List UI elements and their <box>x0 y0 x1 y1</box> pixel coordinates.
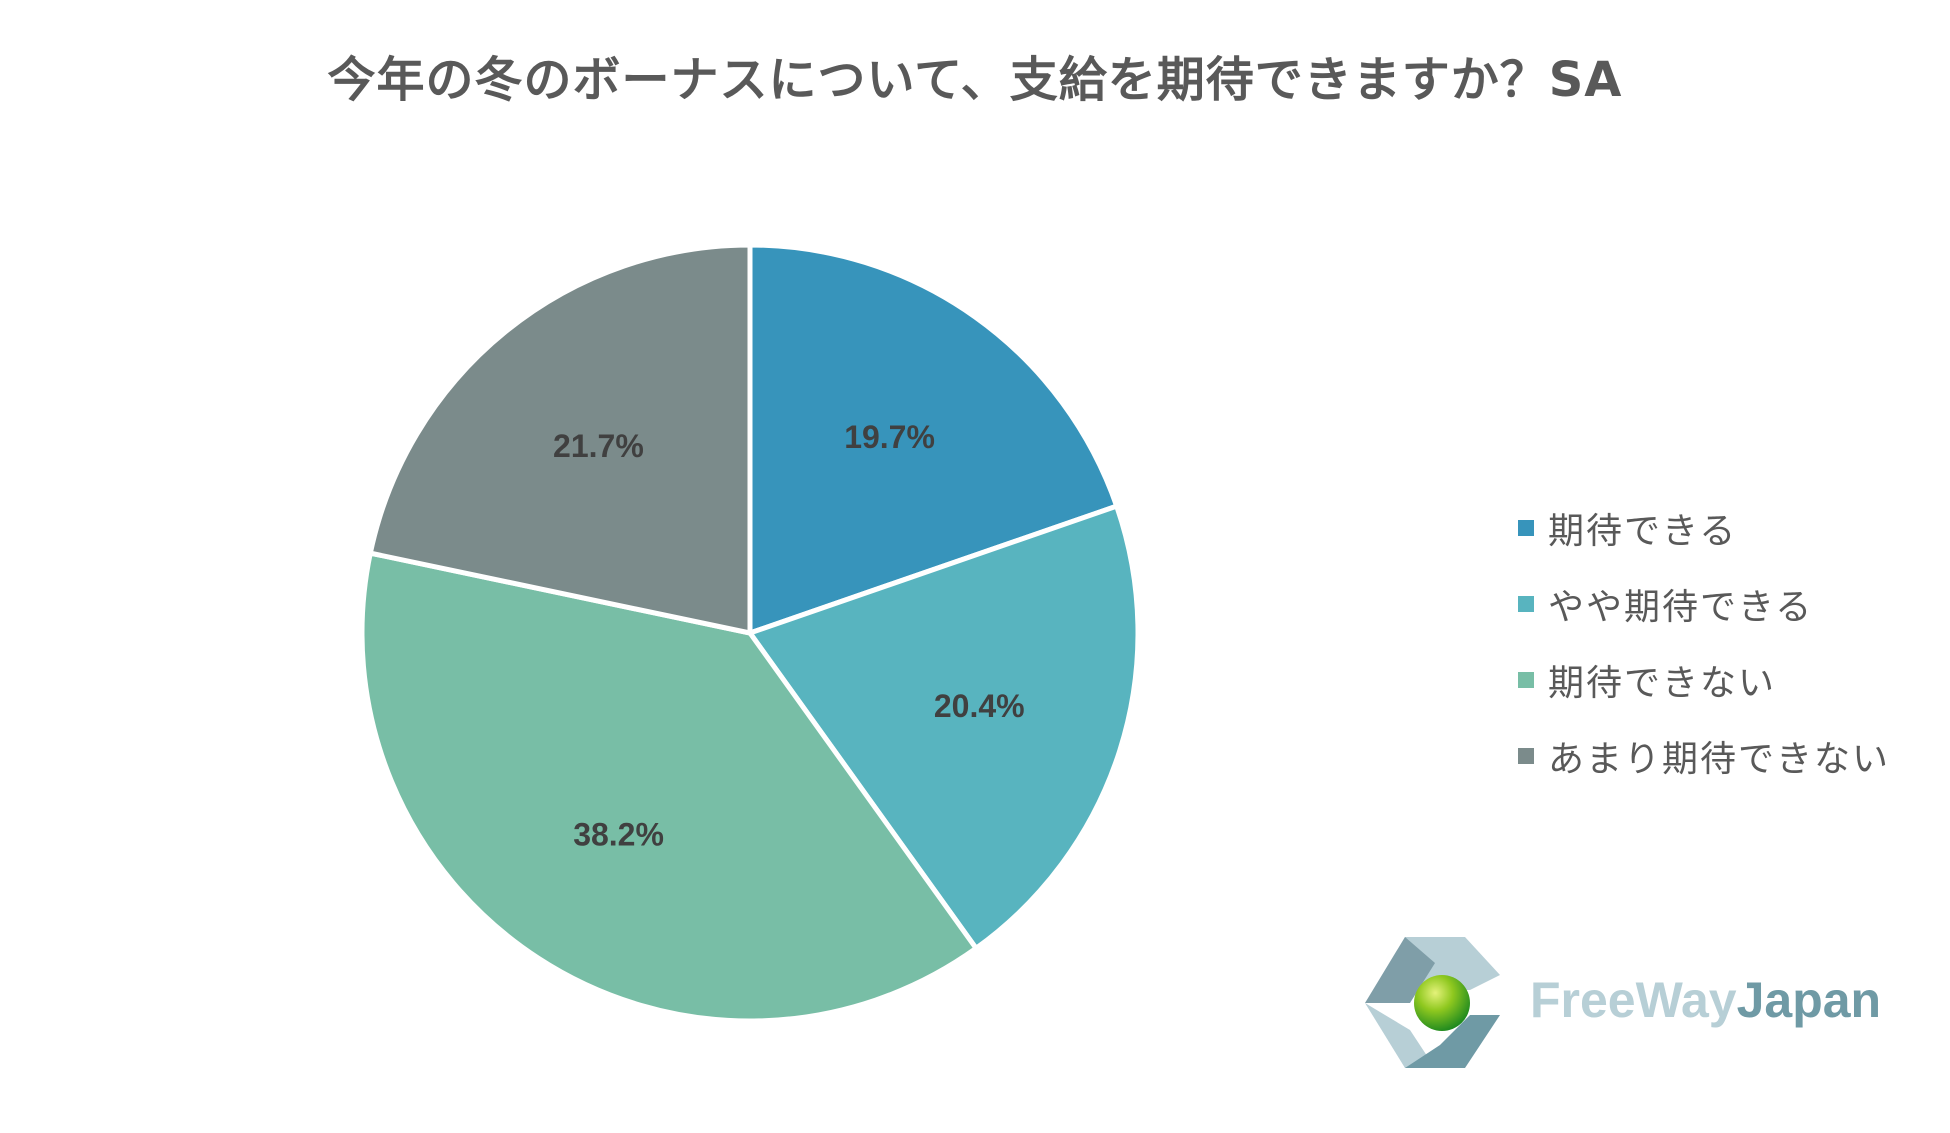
slice-not-expect[interactable] <box>359 550 979 1024</box>
chart-title: 今年の冬のボーナスについて、支給を期待できますか？SA <box>327 52 1623 108</box>
freewayjapan-logo-mark-icon <box>1365 937 1500 1068</box>
slice-barely-expect[interactable] <box>367 242 753 636</box>
legend-label: やや期待できる <box>1548 587 1814 628</box>
pie-slices <box>359 242 1141 1024</box>
slice-label: 19.7% <box>844 419 935 455</box>
legend-label: あまり期待できない <box>1548 739 1891 780</box>
slice-label: 38.2% <box>573 816 664 852</box>
slice-label: 21.7% <box>553 428 644 464</box>
pie-labels: 19.7% 20.4% 38.2% 21.7% <box>553 419 1025 852</box>
legend-item-barely-expect[interactable]: あまり期待できない <box>1518 718 1938 794</box>
slice-somewhat-expect[interactable] <box>747 503 1141 951</box>
legend-label: 期待できない <box>1548 663 1777 704</box>
legend-label: 期待できる <box>1548 511 1738 552</box>
legend-swatch <box>1518 672 1534 688</box>
legend-item-somewhat-expect[interactable]: やや期待できる <box>1518 566 1938 642</box>
legend-item-not-expect[interactable]: 期待できない <box>1518 642 1938 718</box>
logo-text-japan: Japan <box>1736 972 1882 1028</box>
legend-swatch <box>1518 596 1534 612</box>
freewayjapan-logo: FreeWayJapan <box>1350 935 1910 1070</box>
legend-item-expect[interactable]: 期待できる <box>1518 490 1938 566</box>
legend-swatch <box>1518 748 1534 764</box>
slice-label: 20.4% <box>934 688 1025 724</box>
legend-swatch <box>1518 520 1534 536</box>
logo-wordmark: FreeWayJapan <box>1530 971 1881 1029</box>
legend: 期待できる やや期待できる 期待できない あまり期待できない <box>1518 490 1938 794</box>
logo-text-freeway: FreeWay <box>1530 972 1737 1028</box>
